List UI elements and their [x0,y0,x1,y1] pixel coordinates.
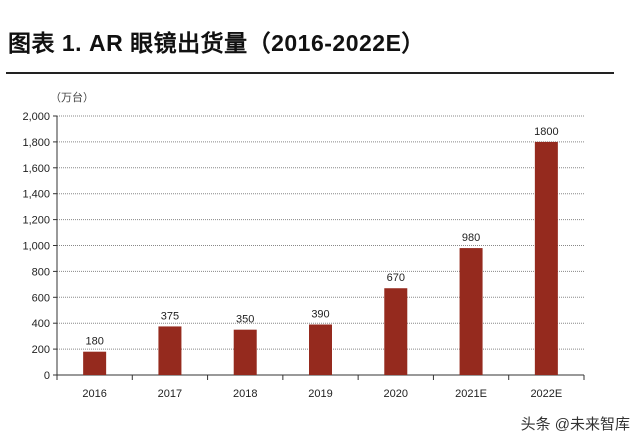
y-tick-label: 400 [32,318,50,330]
y-tick-label: 1,400 [22,189,50,201]
x-tick-label: 2018 [233,388,257,400]
data-label: 180 [85,336,103,348]
x-tick-label: 2019 [308,388,332,400]
bar-2020 [384,288,408,375]
y-tick-label: 0 [44,370,50,382]
y-tick-label: 600 [32,292,50,304]
bar-2019 [309,324,332,375]
x-tick-label: 2016 [82,388,106,400]
data-label: 390 [311,308,329,320]
bar-2021E [459,248,483,375]
x-tick-label: 2021E [455,388,487,400]
bar-2018 [233,329,257,375]
y-tick-label: 800 [32,266,50,278]
chart-title: 图表 1. AR 眼镜出货量（2016-2022E） [8,30,425,56]
y-tick-label: 1,800 [22,137,50,149]
x-tick-label: 2020 [384,388,408,400]
data-label: 1800 [534,126,558,138]
bar-2016 [83,351,107,375]
bar-2017 [158,326,182,375]
data-label: 375 [161,310,179,322]
data-label: 980 [462,232,480,244]
y-unit-label: （万台） [50,90,94,104]
watermark: 头条 @未来智库 [520,416,630,433]
title-underline [6,72,614,74]
bar-2022E [534,141,558,375]
x-tick-label: 2022E [530,388,562,400]
x-tick-label: 2017 [158,388,182,400]
y-tick-label: 1,600 [22,163,50,175]
y-tick-label: 1,200 [22,215,50,227]
data-label: 350 [236,314,254,326]
y-tick-label: 2,000 [22,111,50,123]
data-label: 670 [387,272,405,284]
y-tick-label: 1,000 [22,241,50,253]
y-tick-label: 200 [32,344,50,356]
